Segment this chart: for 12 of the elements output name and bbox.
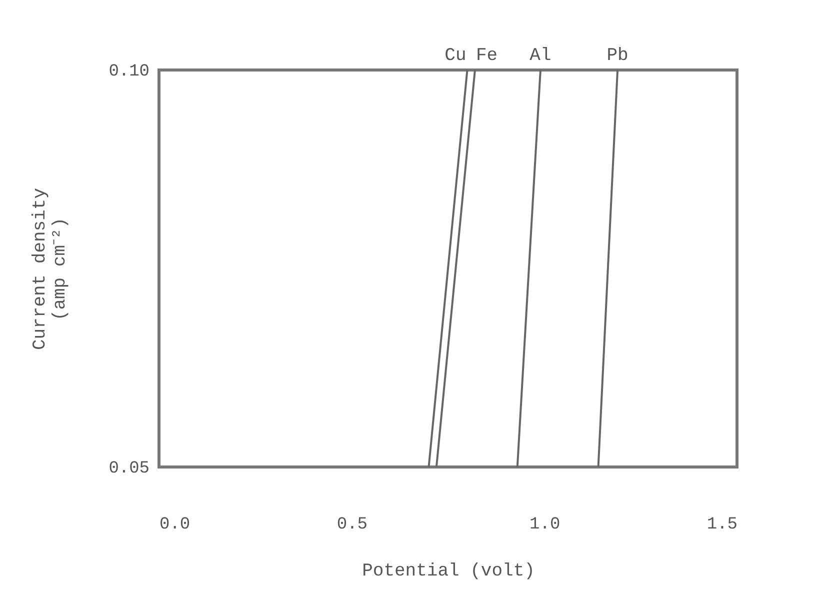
x-tick-label: 1.0 (530, 516, 560, 534)
y-tick-label: 0.10 (108, 62, 150, 82)
series-label: Al (530, 46, 552, 66)
x-tick-label: 0.0 (160, 516, 190, 534)
series-label: Pb (606, 46, 628, 66)
x-tick-label: 0.5 (336, 516, 368, 534)
series-label: Cu (444, 46, 466, 66)
x-axis-title: Potential (volt) (362, 562, 535, 582)
y-tick-label: 0.05 (108, 460, 150, 478)
y-axis-title: Current density (amp cm⁻²) (30, 188, 71, 350)
x-tick-label: 1.5 (706, 516, 738, 534)
series-label: Fe (476, 46, 498, 66)
